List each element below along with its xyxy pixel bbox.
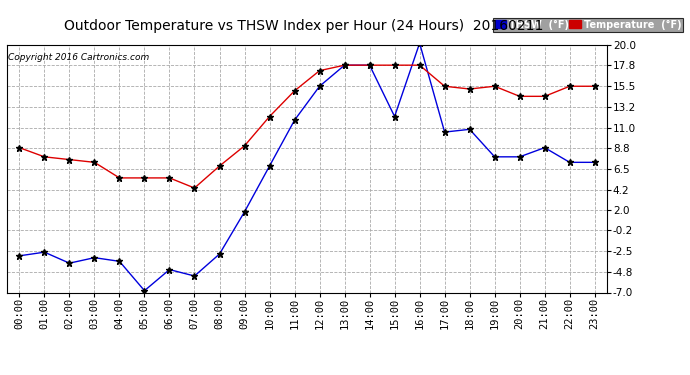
Text: Outdoor Temperature vs THSW Index per Hour (24 Hours)  20160211: Outdoor Temperature vs THSW Index per Ho… xyxy=(64,19,543,33)
Legend: THSW  (°F), Temperature  (°F): THSW (°F), Temperature (°F) xyxy=(493,18,683,32)
Text: Copyright 2016 Cartronics.com: Copyright 2016 Cartronics.com xyxy=(8,53,150,62)
